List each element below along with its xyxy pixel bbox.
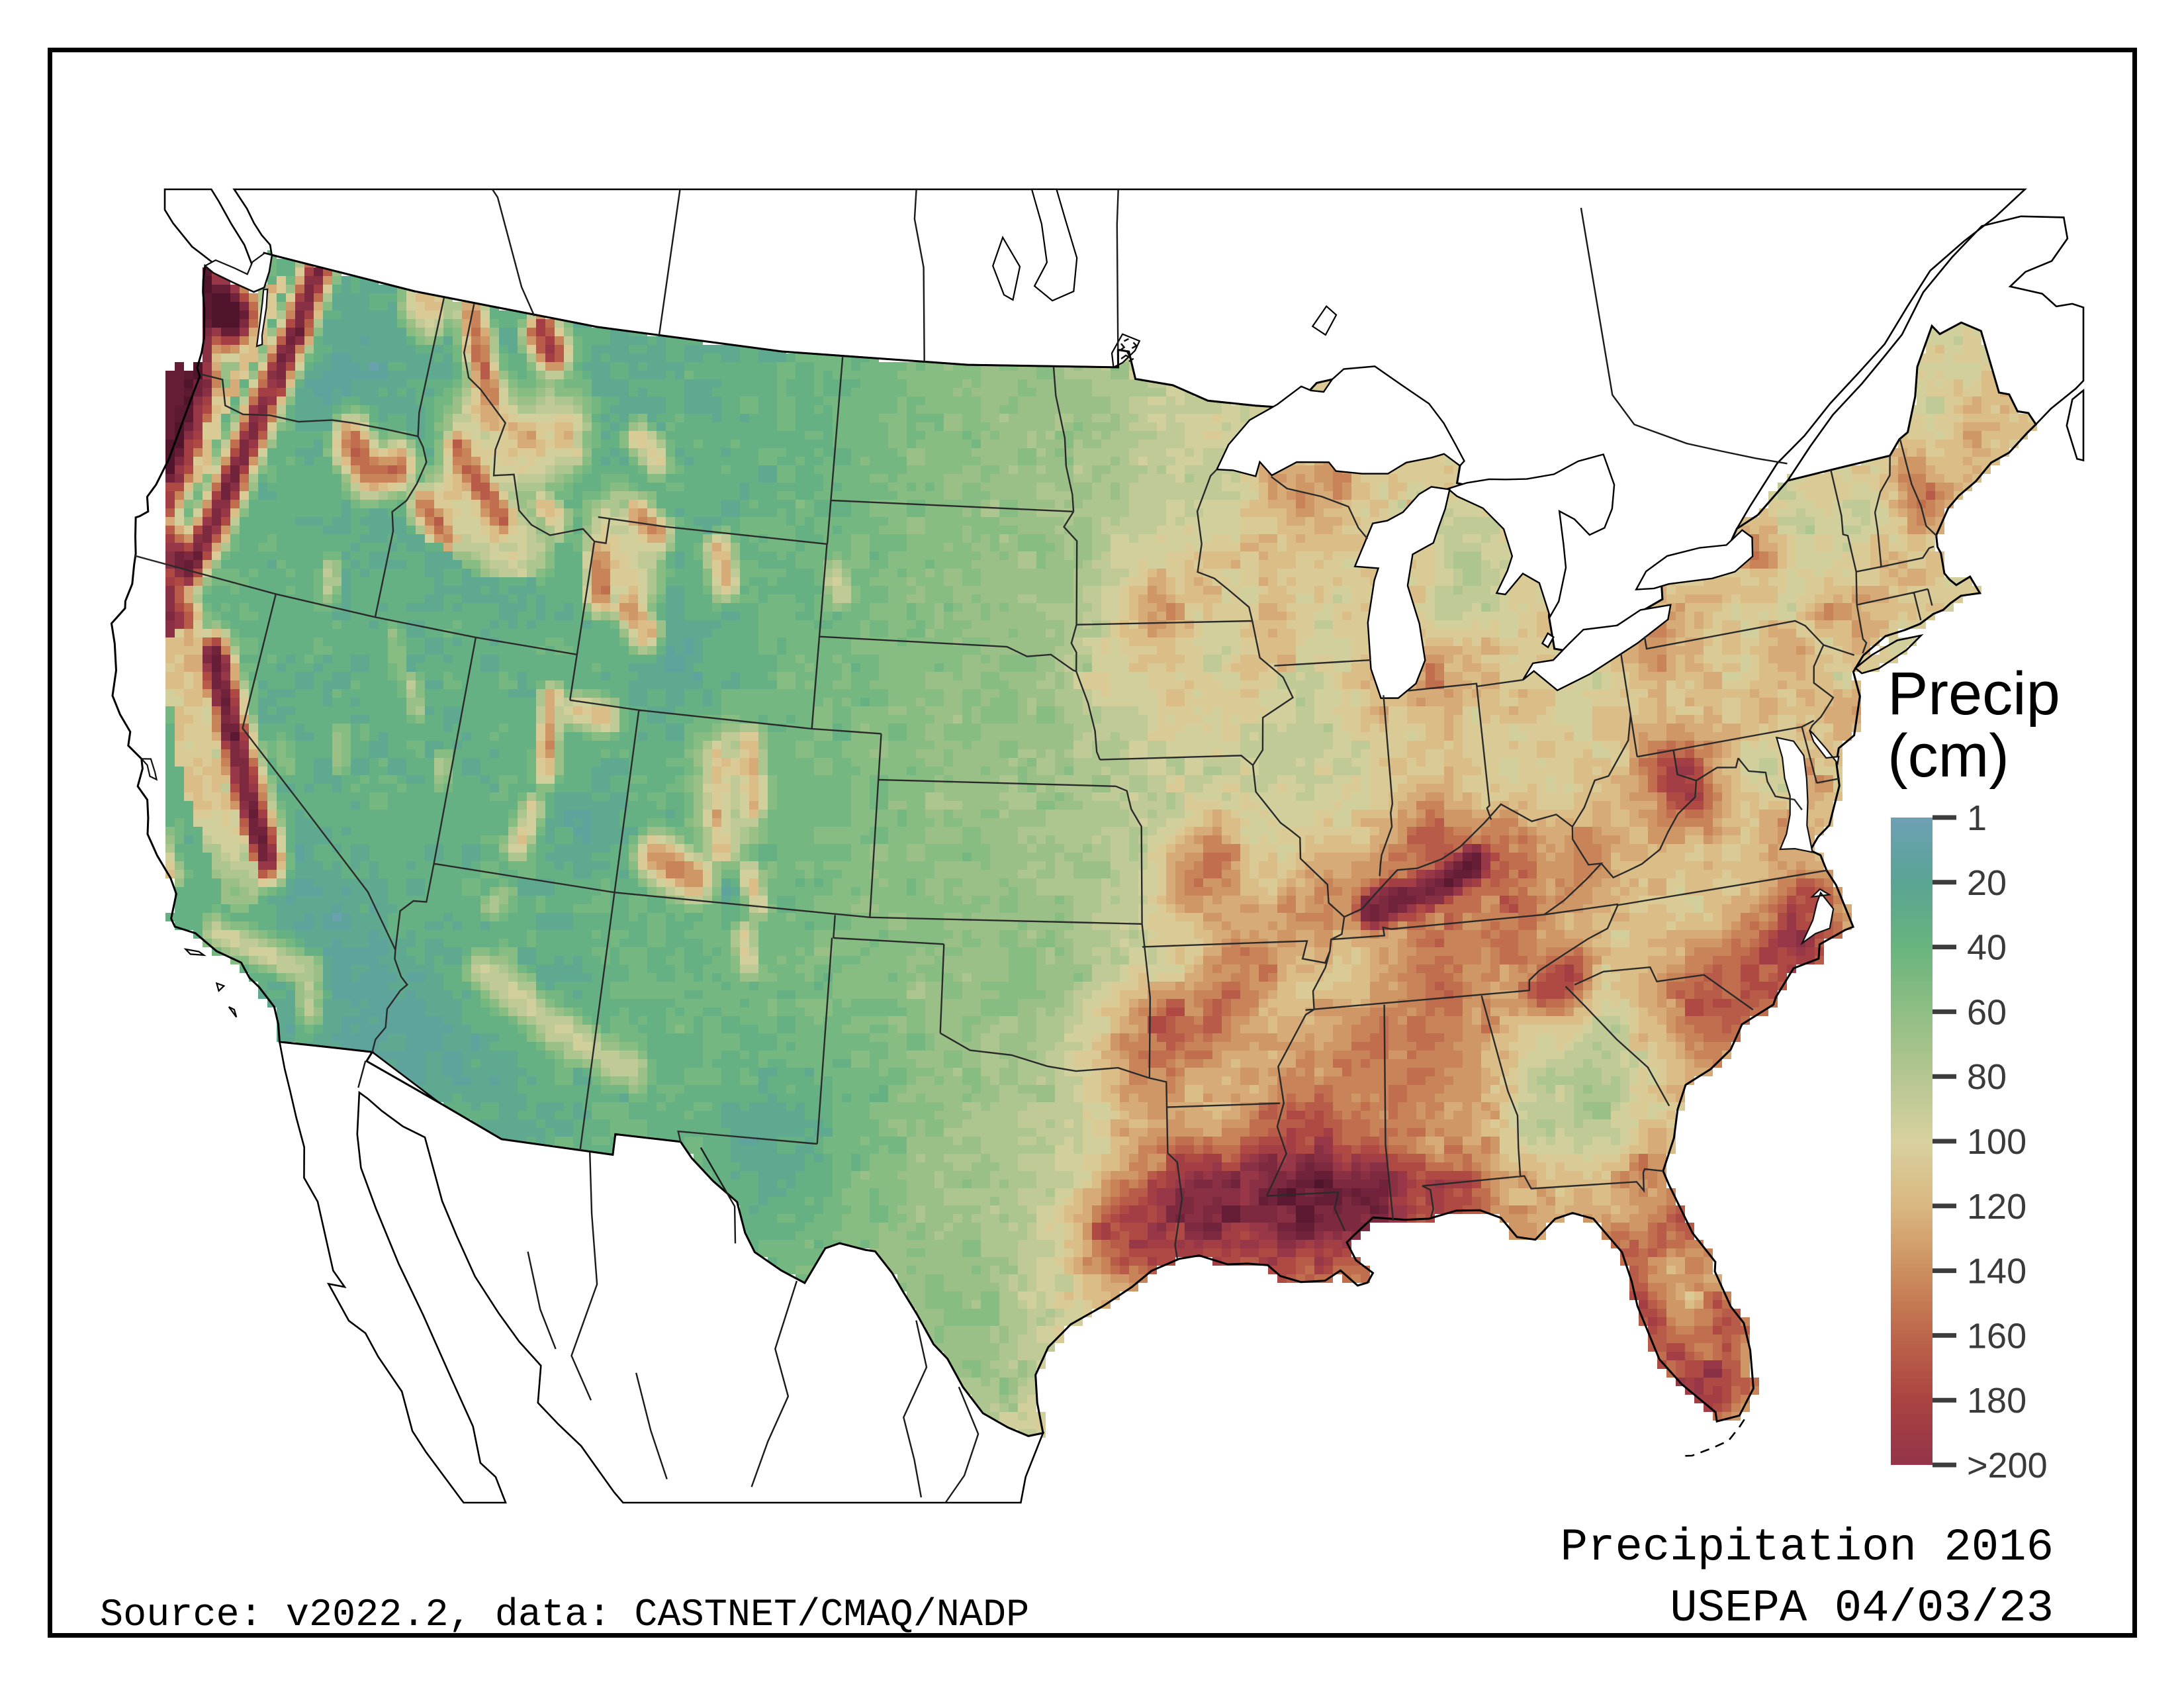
svg-text:140: 140	[1967, 1252, 2026, 1291]
svg-text:1: 1	[1967, 798, 1987, 838]
svg-text:>200: >200	[1967, 1446, 2048, 1485]
svg-text:120: 120	[1967, 1187, 2026, 1227]
svg-text:Precip: Precip	[1888, 660, 2060, 727]
svg-text:180: 180	[1967, 1381, 2026, 1421]
svg-text:20: 20	[1967, 863, 2007, 903]
svg-text:Source: v2022.2, data: CASTNET: Source: v2022.2, data: CASTNET/CMAQ/NADP	[100, 1593, 1029, 1637]
svg-text:40: 40	[1967, 928, 2007, 968]
svg-text:(cm): (cm)	[1888, 722, 2009, 790]
svg-text:60: 60	[1967, 992, 2007, 1032]
svg-text:Precipitation 2016: Precipitation 2016	[1561, 1522, 2054, 1573]
svg-text:80: 80	[1967, 1057, 2007, 1097]
svg-text:USEPA 04/03/23: USEPA 04/03/23	[1670, 1583, 2054, 1634]
svg-text:100: 100	[1967, 1122, 2026, 1162]
svg-text:160: 160	[1967, 1316, 2026, 1356]
